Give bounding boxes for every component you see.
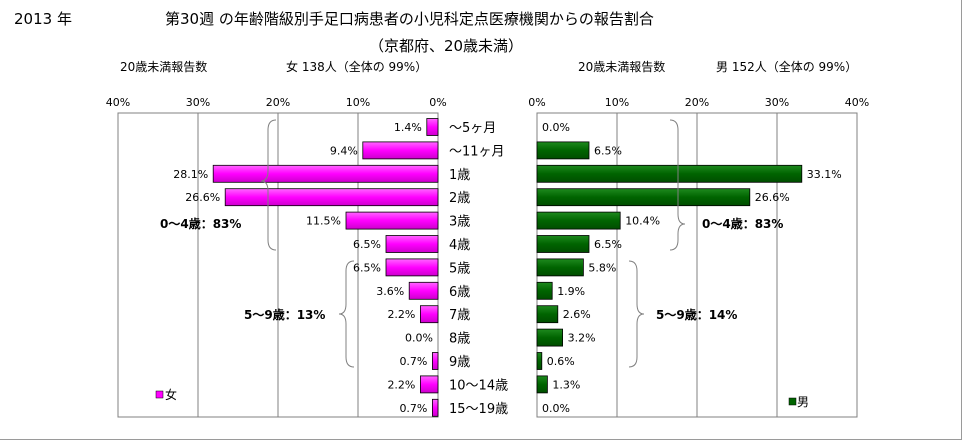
category-label: 9歳 [449, 355, 470, 370]
age-brackets [260, 119, 686, 368]
female-summary: 女 138人（全体の 99%） [286, 59, 427, 74]
male-bar [536, 164, 803, 183]
male-data-label: 1.3% [552, 378, 580, 391]
female-data-label: 1.4% [394, 121, 422, 134]
female-x-tick-label: 0% [429, 96, 446, 109]
male-legend-label: 男 [797, 395, 809, 409]
female-bar [385, 235, 439, 253]
male-bracket-5-9-label: 5～9歳：14% [656, 307, 737, 322]
male-x-tick-label: 0% [528, 96, 545, 109]
female-data-label: 2.2% [387, 378, 415, 391]
male-data-label: 1.9% [557, 285, 585, 298]
male-count-label: 20歳未満報告数 [578, 59, 665, 74]
category-labels: ～5ヶ月 ～11ヶ月 1歳 2歳 3歳 4歳 5歳 6歳 7歳 8歳 9歳 10～14歳 15～19歳 [449, 121, 508, 417]
female-bar [224, 188, 439, 207]
category-label: 3歳 [449, 215, 470, 230]
female-bar [419, 375, 439, 394]
male-data-label: 33.1% [807, 168, 842, 181]
female-data-label: 0.7% [399, 355, 427, 368]
male-data-label: 26.6% [755, 191, 790, 204]
male-data-label: 0.0% [542, 402, 570, 415]
female-bar [431, 352, 439, 370]
male-data-label: 3.2% [568, 332, 596, 345]
male-bar [536, 235, 590, 253]
male-bar [536, 352, 543, 370]
female-data-label: 0.7% [399, 402, 427, 415]
category-label: 4歳 [449, 238, 470, 253]
male-data-label: 6.5% [594, 144, 622, 157]
female-bar [212, 164, 439, 183]
chart-frame [0, 0, 962, 440]
female-bar [408, 281, 439, 300]
male-bar [536, 305, 559, 324]
female-data-label: 6.5% [353, 261, 381, 274]
female-bar [431, 398, 439, 417]
male-bracket-0-4-label: 0～4歳：83% [702, 216, 783, 231]
category-label: 2歳 [449, 191, 470, 206]
female-data-label: 28.1% [173, 168, 208, 181]
year-label: 2013 年 [14, 10, 72, 28]
male-bracket-0-4 [669, 119, 686, 251]
bars: 1.4% 0.0% 9.4% 6.5% 28.1% 33.1% 26.6% 26.6% 11.5… [173, 118, 842, 417]
female-data-label: 11.5% [306, 215, 341, 228]
chart-title: 第30週 の年齢階級別手足口病患者の小児科定点医療機関からの報告割合 [165, 10, 654, 28]
category-label: 1歳 [449, 168, 470, 183]
male-bar [536, 141, 590, 160]
female-bar [426, 118, 439, 136]
male-data-label: 10.4% [625, 215, 660, 228]
female-legend-label: 女 [165, 387, 177, 402]
female-data-label: 2.2% [387, 308, 415, 321]
male-bar [536, 211, 621, 230]
female-bracket-0-4-label: 0～4歳：83% [160, 216, 241, 231]
male-x-tick-label: 40% [845, 96, 869, 109]
male-data-label: 0.0% [542, 121, 570, 134]
female-count-label: 20歳未満報告数 [120, 59, 207, 74]
female-bar [385, 258, 439, 277]
female-bar [362, 141, 439, 160]
male-x-tick-label: 20% [685, 96, 709, 109]
category-label: 8歳 [449, 332, 470, 347]
male-bracket-5-9 [628, 260, 645, 368]
male-x-tick-label: 30% [765, 96, 789, 109]
female-bar [419, 305, 439, 324]
male-data-label: 5.8% [588, 261, 616, 274]
female-bracket-5-9-label: 5～9歳：13% [244, 307, 325, 322]
male-bar [536, 258, 584, 277]
category-label: 15～19歳 [449, 402, 508, 417]
male-x-tick-label: 10% [605, 96, 629, 109]
male-summary: 男 152人（全体の 99%） [716, 59, 857, 74]
male-bar [536, 281, 553, 300]
category-label: ～11ヶ月 [449, 144, 505, 159]
female-bar [345, 211, 439, 230]
axis-ticks: 40% 30% 20% 10% 0% 0% 10% 20% 30% 40% [106, 96, 869, 109]
female-legend-swatch [155, 390, 164, 399]
male-data-label: 0.6% [547, 355, 575, 368]
category-label: 7歳 [449, 308, 470, 323]
male-bar [536, 188, 751, 207]
female-x-tick-label: 10% [346, 96, 370, 109]
female-data-label: 6.5% [353, 238, 381, 251]
female-x-tick-label: 30% [186, 96, 210, 109]
female-bracket-0-4 [260, 119, 277, 251]
female-data-label: 3.6% [376, 285, 404, 298]
female-data-label: 0.0% [405, 332, 433, 345]
category-label: ～5ヶ月 [449, 121, 496, 136]
grid-lines [197, 113, 778, 417]
male-legend-swatch [788, 397, 797, 406]
female-data-label: 26.6% [185, 191, 220, 204]
chart-subtitle: （京都府、20歳未満） [369, 37, 523, 55]
female-x-tick-label: 40% [106, 96, 130, 109]
male-bar [536, 328, 564, 347]
category-label: 5歳 [449, 261, 470, 276]
male-bar [536, 375, 548, 394]
male-data-label: 2.6% [563, 308, 591, 321]
female-bracket-5-9 [338, 260, 355, 368]
female-data-label: 9.4% [330, 144, 358, 157]
category-label: 6歳 [449, 285, 470, 300]
category-label: 10～14歳 [449, 378, 508, 393]
female-x-tick-label: 20% [266, 96, 290, 109]
male-data-label: 6.5% [594, 238, 622, 251]
